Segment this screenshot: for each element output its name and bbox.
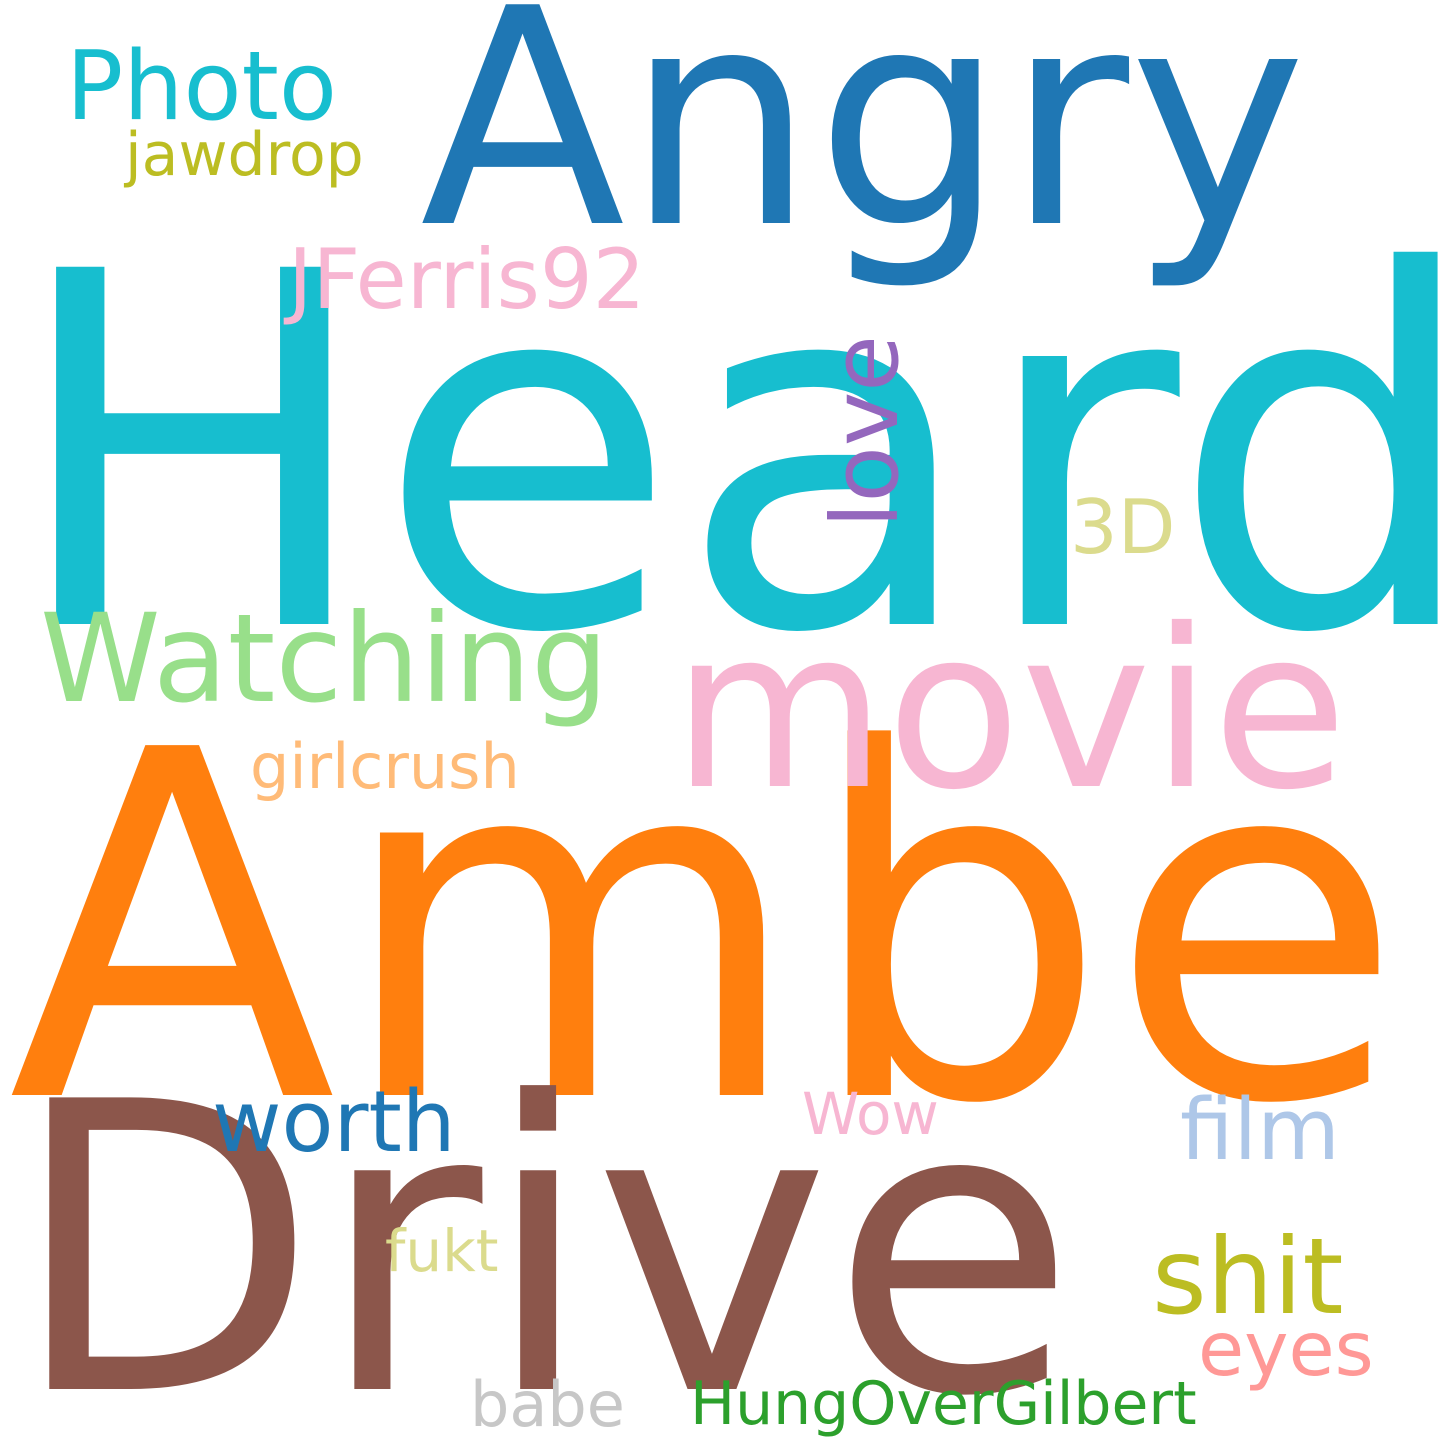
word-hungovergilbert: HungOverGilbert xyxy=(690,1369,1197,1439)
word-heard: Heard xyxy=(8,169,1440,740)
word-girlcrush: girlcrush xyxy=(250,730,520,803)
word-film: film xyxy=(1180,1081,1340,1180)
word-wow: Wow xyxy=(802,1080,939,1148)
word-3d: 3D xyxy=(1070,483,1176,571)
word-worth: worth xyxy=(212,1073,456,1172)
word-jawdrop: jawdrop xyxy=(125,120,364,190)
word-angry: Angry xyxy=(420,0,1307,294)
word-shit: shit xyxy=(1152,1216,1344,1338)
word-love: love xyxy=(812,335,919,528)
word-amber: Amber xyxy=(8,650,1440,1209)
word-fukt: fukt xyxy=(385,1217,499,1285)
word-drive: Drive xyxy=(10,1019,1077,1440)
word-photo: Photo xyxy=(66,32,337,142)
word-watching: Watching xyxy=(40,588,609,730)
word-movie: movie xyxy=(672,582,1348,838)
word-eyes: eyes xyxy=(1198,1305,1374,1393)
word-babe: babe xyxy=(470,1368,625,1440)
word-jferris92: JFerris92 xyxy=(288,231,646,328)
